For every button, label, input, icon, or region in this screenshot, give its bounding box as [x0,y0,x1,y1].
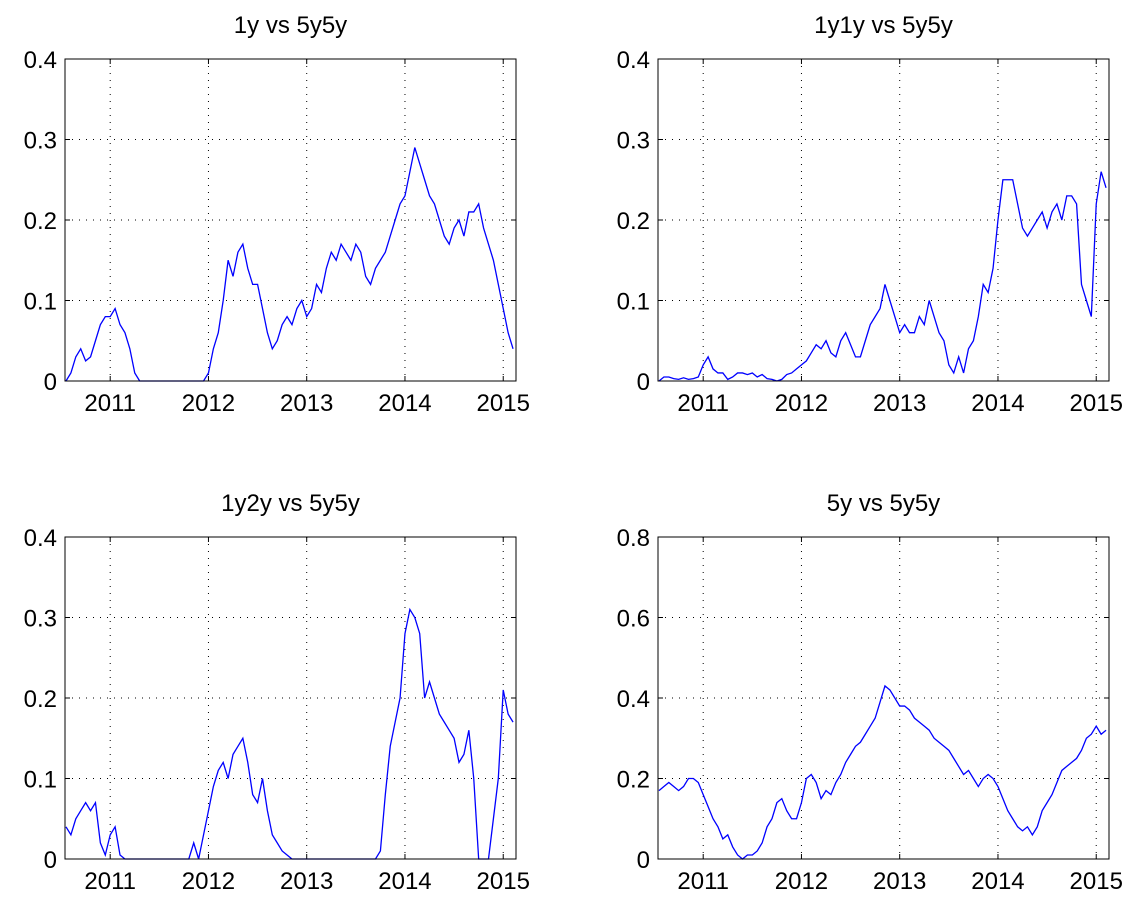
data-line [658,171,1107,382]
y-tick-label: 0.4 [617,686,650,713]
x-tick-label: 2011 [84,868,136,895]
y-tick-label: 0.2 [24,208,57,235]
axes-box [657,536,1110,860]
y-tick-label: 0.6 [617,606,650,633]
y-tick-label: 0 [637,369,650,396]
x-tick-label: 2014 [971,390,1024,417]
y-tick-label: 0.4 [24,47,57,74]
x-tick-label: 2015 [477,868,530,895]
chart-title: 1y1y vs 5y5y [814,12,953,39]
y-tick-label: 0.1 [24,767,57,794]
x-tick-label: 2015 [477,390,530,417]
data-line [65,607,514,860]
axes-box [64,58,517,382]
x-tick-label: 2014 [378,868,431,895]
chart-title: 1y vs 5y5y [234,12,347,39]
x-tick-label: 2014 [971,868,1024,895]
axes-box [657,58,1110,382]
x-tick-label: 2014 [378,390,431,417]
chart-title: 5y vs 5y5y [827,490,940,517]
y-tick-label: 0 [44,369,57,396]
x-tick-label: 2011 [677,390,729,417]
y-tick-label: 0.8 [617,525,650,552]
y-tick-label: 0.3 [24,128,57,155]
y-tick-label: 0.1 [24,289,57,316]
y-tick-label: 0.3 [617,128,650,155]
x-tick-label: 2013 [280,390,333,417]
chart-title: 1y2y vs 5y5y [221,490,360,517]
y-tick-label: 0 [44,847,57,874]
x-tick-label: 2012 [775,390,828,417]
data-line [65,147,514,382]
x-tick-label: 2011 [677,868,729,895]
x-tick-label: 2012 [182,390,235,417]
y-tick-label: 0.4 [617,47,650,74]
x-tick-label: 2012 [775,868,828,895]
data-line [658,684,1107,860]
x-tick-label: 2011 [84,390,136,417]
axes-box [64,536,517,860]
y-tick-label: 0.4 [24,525,57,552]
x-tick-label: 2013 [873,868,926,895]
y-tick-label: 0.2 [24,686,57,713]
x-tick-label: 2013 [873,390,926,417]
y-tick-label: 0.1 [617,289,650,316]
x-tick-label: 2015 [1070,868,1123,895]
x-tick-label: 2013 [280,868,333,895]
y-tick-label: 0.3 [24,606,57,633]
x-tick-label: 2015 [1070,390,1123,417]
y-tick-label: 0.2 [617,208,650,235]
y-tick-label: 0 [637,847,650,874]
x-tick-label: 2012 [182,868,235,895]
y-tick-label: 0.2 [617,767,650,794]
